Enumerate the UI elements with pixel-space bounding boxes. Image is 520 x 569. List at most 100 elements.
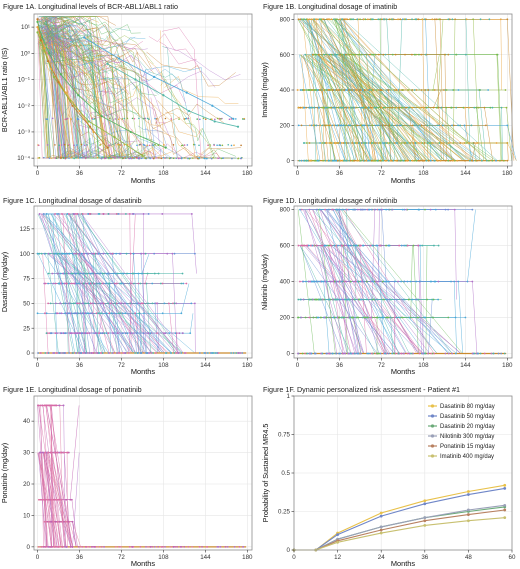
data-point (345, 106, 348, 109)
data-point (425, 18, 427, 21)
data-point (472, 352, 475, 355)
x-tick-label: 0 (296, 170, 300, 177)
data-point (204, 118, 207, 120)
data-point (66, 118, 68, 120)
data-point (323, 316, 326, 319)
data-point (232, 352, 235, 354)
data-point (451, 159, 454, 162)
series-line (145, 97, 202, 138)
data-point (425, 106, 428, 109)
data-point (335, 89, 338, 91)
data-point (337, 244, 339, 247)
data-point (333, 244, 336, 247)
data-point (214, 118, 216, 121)
y-tick-label: 0 (287, 547, 291, 554)
data-point (393, 89, 396, 91)
data-point (180, 157, 183, 159)
data-point (365, 280, 368, 283)
data-point (320, 352, 322, 355)
data-point (78, 109, 81, 113)
data-point (101, 272, 104, 275)
series-line (125, 99, 181, 129)
data-point (157, 545, 160, 548)
data-point (115, 302, 118, 305)
y-tick-label: 25 (23, 325, 30, 332)
data-point (349, 18, 352, 21)
data-point (308, 89, 310, 91)
data-point (74, 352, 77, 354)
data-point (85, 312, 88, 315)
data-point (184, 352, 187, 354)
y-tick-label: 600 (280, 52, 291, 59)
data-point (193, 252, 196, 255)
data-point (92, 130, 95, 134)
data-point (315, 124, 318, 127)
data-point (429, 280, 432, 283)
series-line (44, 46, 110, 84)
data-point (479, 18, 482, 21)
data-point (198, 144, 200, 147)
series-line (83, 37, 234, 120)
data-point (110, 157, 112, 160)
data-point (299, 89, 302, 91)
data-point (335, 244, 338, 247)
data-point (81, 545, 84, 548)
data-point (187, 157, 189, 160)
data-point (132, 272, 135, 275)
data-point (365, 53, 368, 56)
data-point (138, 157, 141, 160)
data-point (404, 53, 406, 56)
data-point (400, 124, 402, 127)
data-point (300, 316, 303, 319)
data-point (418, 280, 421, 283)
series-line (419, 245, 422, 282)
data-point (432, 316, 434, 319)
data-point (343, 159, 346, 162)
data-point (125, 157, 127, 160)
data-point (423, 519, 427, 523)
data-point (198, 545, 201, 548)
data-point (119, 352, 121, 354)
data-point (403, 280, 406, 283)
data-point (199, 118, 201, 121)
data-point (354, 280, 357, 283)
data-point (346, 208, 349, 211)
data-point (100, 545, 103, 548)
data-point (367, 352, 370, 355)
data-point (54, 157, 57, 159)
data-point (137, 272, 140, 275)
data-point (471, 159, 474, 162)
data-point (170, 157, 172, 159)
data-point (220, 157, 223, 160)
data-point (126, 272, 128, 275)
data-point (75, 252, 77, 255)
data-point (312, 298, 315, 301)
data-point (447, 142, 450, 144)
data-point (206, 352, 209, 354)
data-point (145, 352, 147, 354)
data-point (80, 143, 83, 146)
y-tick-label: 1 (287, 393, 291, 400)
data-point (135, 332, 138, 335)
data-point (210, 157, 213, 160)
data-point (383, 18, 385, 21)
data-point (506, 18, 509, 21)
data-point (362, 89, 364, 91)
series-line (467, 209, 476, 282)
data-point (230, 144, 233, 147)
series-line (428, 299, 433, 354)
data-point (43, 282, 46, 285)
data-point (369, 280, 372, 283)
data-point (385, 244, 387, 247)
data-point (180, 144, 183, 147)
data-point (329, 316, 332, 319)
data-point (37, 545, 40, 548)
data-point (51, 498, 54, 501)
data-point (212, 156, 214, 159)
data-point (52, 252, 55, 255)
data-point (164, 332, 167, 335)
data-point (308, 106, 311, 109)
data-point (340, 142, 343, 144)
x-axis-title: Months (131, 559, 156, 568)
data-point (341, 280, 343, 283)
